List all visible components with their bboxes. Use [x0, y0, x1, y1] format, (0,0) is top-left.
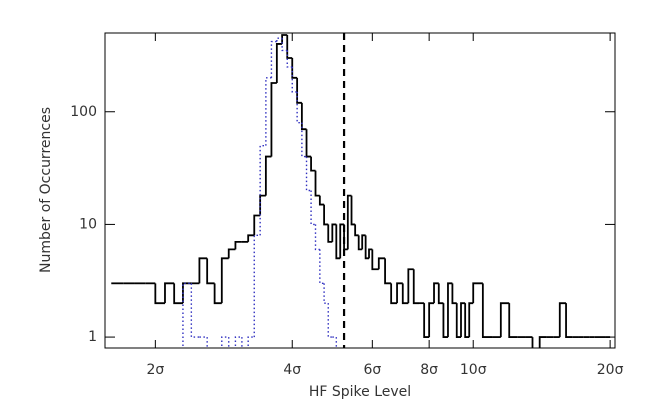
x-tick-label: 10σ [460, 362, 487, 378]
histogram-step [558, 302, 567, 338]
histogram-step [259, 144, 266, 236]
histogram-step [281, 34, 288, 44]
histogram-step [428, 302, 435, 338]
x-tick-label: 6σ [363, 362, 381, 378]
histogram-step [538, 336, 547, 348]
histogram-step [377, 257, 386, 270]
histogram-step [331, 223, 337, 242]
histogram-step [442, 303, 448, 338]
histogram-step [364, 235, 370, 260]
plot-area [111, 33, 611, 348]
histogram-step [253, 214, 261, 236]
histogram-step [357, 235, 363, 251]
histogram-step [234, 336, 242, 348]
histogram-step [396, 282, 403, 304]
histogram-step [327, 224, 333, 243]
histogram-step [499, 302, 510, 338]
histogram-step [472, 282, 483, 304]
histogram-step [327, 303, 333, 338]
histogram-step [164, 282, 175, 304]
histogram-step [407, 268, 414, 304]
y-tick-label: 10 [79, 216, 97, 232]
plot-frame [104, 32, 616, 349]
histogram-step [319, 249, 325, 285]
histogram-step [213, 283, 222, 305]
histogram-step [481, 283, 493, 338]
x-tick-label: 20σ [597, 362, 624, 378]
histogram-step [253, 234, 261, 338]
histogram-step [270, 82, 277, 157]
histogram-step [305, 156, 312, 192]
histogram-step [565, 303, 573, 338]
histogram-step [234, 240, 242, 250]
histogram-step [390, 283, 398, 305]
histogram-step [301, 122, 307, 158]
y-tick-label: 100 [70, 104, 97, 120]
y-tick-label: 1 [88, 329, 97, 345]
histogram-step [310, 190, 316, 226]
histogram-step [247, 336, 255, 348]
histogram-step [190, 283, 200, 338]
histogram-step [335, 224, 341, 260]
x-axis-label: HF Spike Level [309, 384, 411, 400]
histogram-step [264, 155, 272, 196]
histogram-step [508, 303, 518, 338]
histogram-step [447, 282, 453, 338]
histogram-step [371, 249, 379, 271]
histogram-step [275, 43, 283, 83]
histogram-step [384, 258, 392, 285]
histogram-step [368, 248, 373, 259]
histogram-step [464, 303, 470, 338]
histogram-step [227, 248, 236, 259]
histogram-step [286, 34, 293, 59]
histogram-step [460, 302, 466, 338]
histogram-step [468, 302, 474, 338]
histogram-step [259, 194, 266, 216]
histogram-step [346, 194, 352, 250]
histogram-step [350, 195, 356, 226]
y-axis-label: Number of Occurrences [38, 107, 54, 273]
histogram-step [270, 40, 277, 78]
histogram-step [220, 257, 229, 304]
histogram-step [451, 283, 457, 305]
histogram-step [314, 224, 320, 251]
x-tick-label: 2σ [146, 362, 164, 378]
histogram-step [423, 303, 430, 338]
x-tick-label: 4σ [283, 362, 301, 378]
histogram-step [361, 234, 366, 250]
histogram-step [182, 282, 192, 348]
histogram-step [206, 258, 215, 285]
histogram-step [310, 156, 316, 172]
histogram-step [221, 336, 229, 348]
histogram-step [455, 303, 461, 338]
histogram-step [323, 204, 329, 226]
histogram-step [276, 37, 283, 42]
histogram-step [182, 282, 192, 304]
histogram-step [305, 129, 312, 158]
histogram-step [401, 283, 409, 305]
histogram-step [339, 223, 345, 259]
histogram-step [318, 195, 325, 206]
histogram-step [323, 283, 329, 304]
histogram-step [286, 50, 293, 68]
histogram-step [291, 57, 298, 79]
histogram-step [281, 38, 288, 52]
histogram-step [433, 282, 439, 304]
histogram-step [412, 269, 420, 305]
histogram-step [173, 283, 183, 305]
histogram-step [291, 66, 298, 93]
histogram-step [314, 170, 320, 197]
histogram-step [437, 283, 444, 305]
histogram-step [354, 224, 359, 237]
histogram-step [300, 102, 307, 131]
histogram-step [247, 234, 255, 242]
x-tick-label: 8σ [420, 362, 438, 378]
histogram-step [296, 77, 302, 104]
histogram-step [198, 257, 208, 284]
histogram-step [531, 337, 534, 348]
histogram-step [154, 283, 165, 305]
